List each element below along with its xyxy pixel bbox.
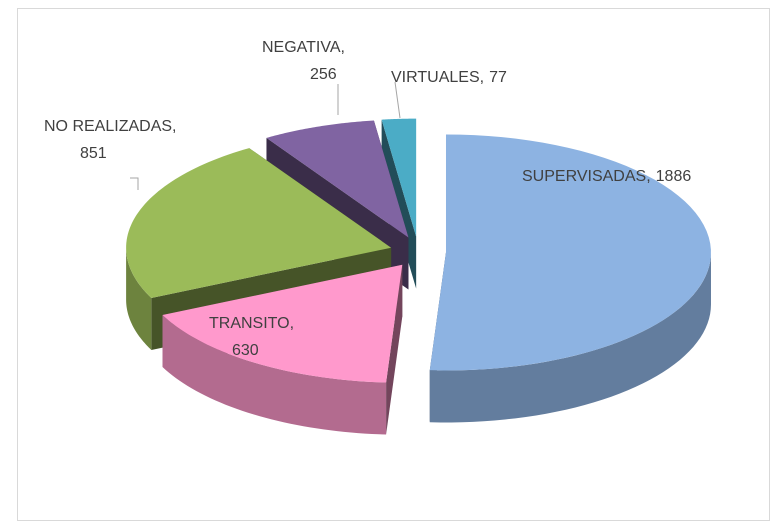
data-label: NEGATIVA, 256	[262, 39, 345, 83]
data-label-separator: ,	[480, 69, 484, 86]
slice-side	[126, 247, 152, 350]
data-label-separator: ,	[341, 39, 345, 56]
data-label-value: 77	[489, 69, 507, 86]
slice	[162, 264, 403, 383]
data-label-name: VIRTUALES	[391, 69, 480, 86]
data-label-name: NO REALIZADAS	[44, 118, 172, 135]
data-label: VIRTUALES, 77	[391, 69, 507, 86]
data-label: SUPERVISADAS, 1886	[522, 168, 691, 185]
data-label-name: TRANSITO	[209, 315, 290, 332]
slice	[126, 148, 392, 298]
slice	[266, 120, 409, 238]
slice-side	[162, 314, 387, 435]
leader-line	[394, 81, 401, 119]
pie	[126, 118, 711, 435]
data-label-name: NEGATIVA	[262, 39, 341, 56]
slice	[429, 134, 711, 371]
data-label-value: 630	[232, 342, 259, 359]
data-label-separator: ,	[290, 315, 294, 332]
data-label-value: 256	[310, 66, 337, 83]
data-labels: SUPERVISADAS, 1886 TRANSITO, 630 NO REALIZAD…	[44, 39, 691, 359]
data-label-value: 851	[80, 145, 107, 162]
data-label: NO REALIZADAS, 851	[44, 118, 176, 162]
slice-side	[429, 252, 711, 423]
data-label-separator: ,	[646, 168, 650, 185]
slice-side	[386, 264, 403, 435]
data-label-separator: ,	[172, 118, 176, 135]
leader-line	[130, 177, 139, 190]
slice	[381, 118, 417, 237]
data-label: TRANSITO, 630	[209, 315, 294, 359]
data-label-name: SUPERVISADAS	[522, 168, 646, 185]
data-label-value: 1886	[656, 168, 692, 185]
